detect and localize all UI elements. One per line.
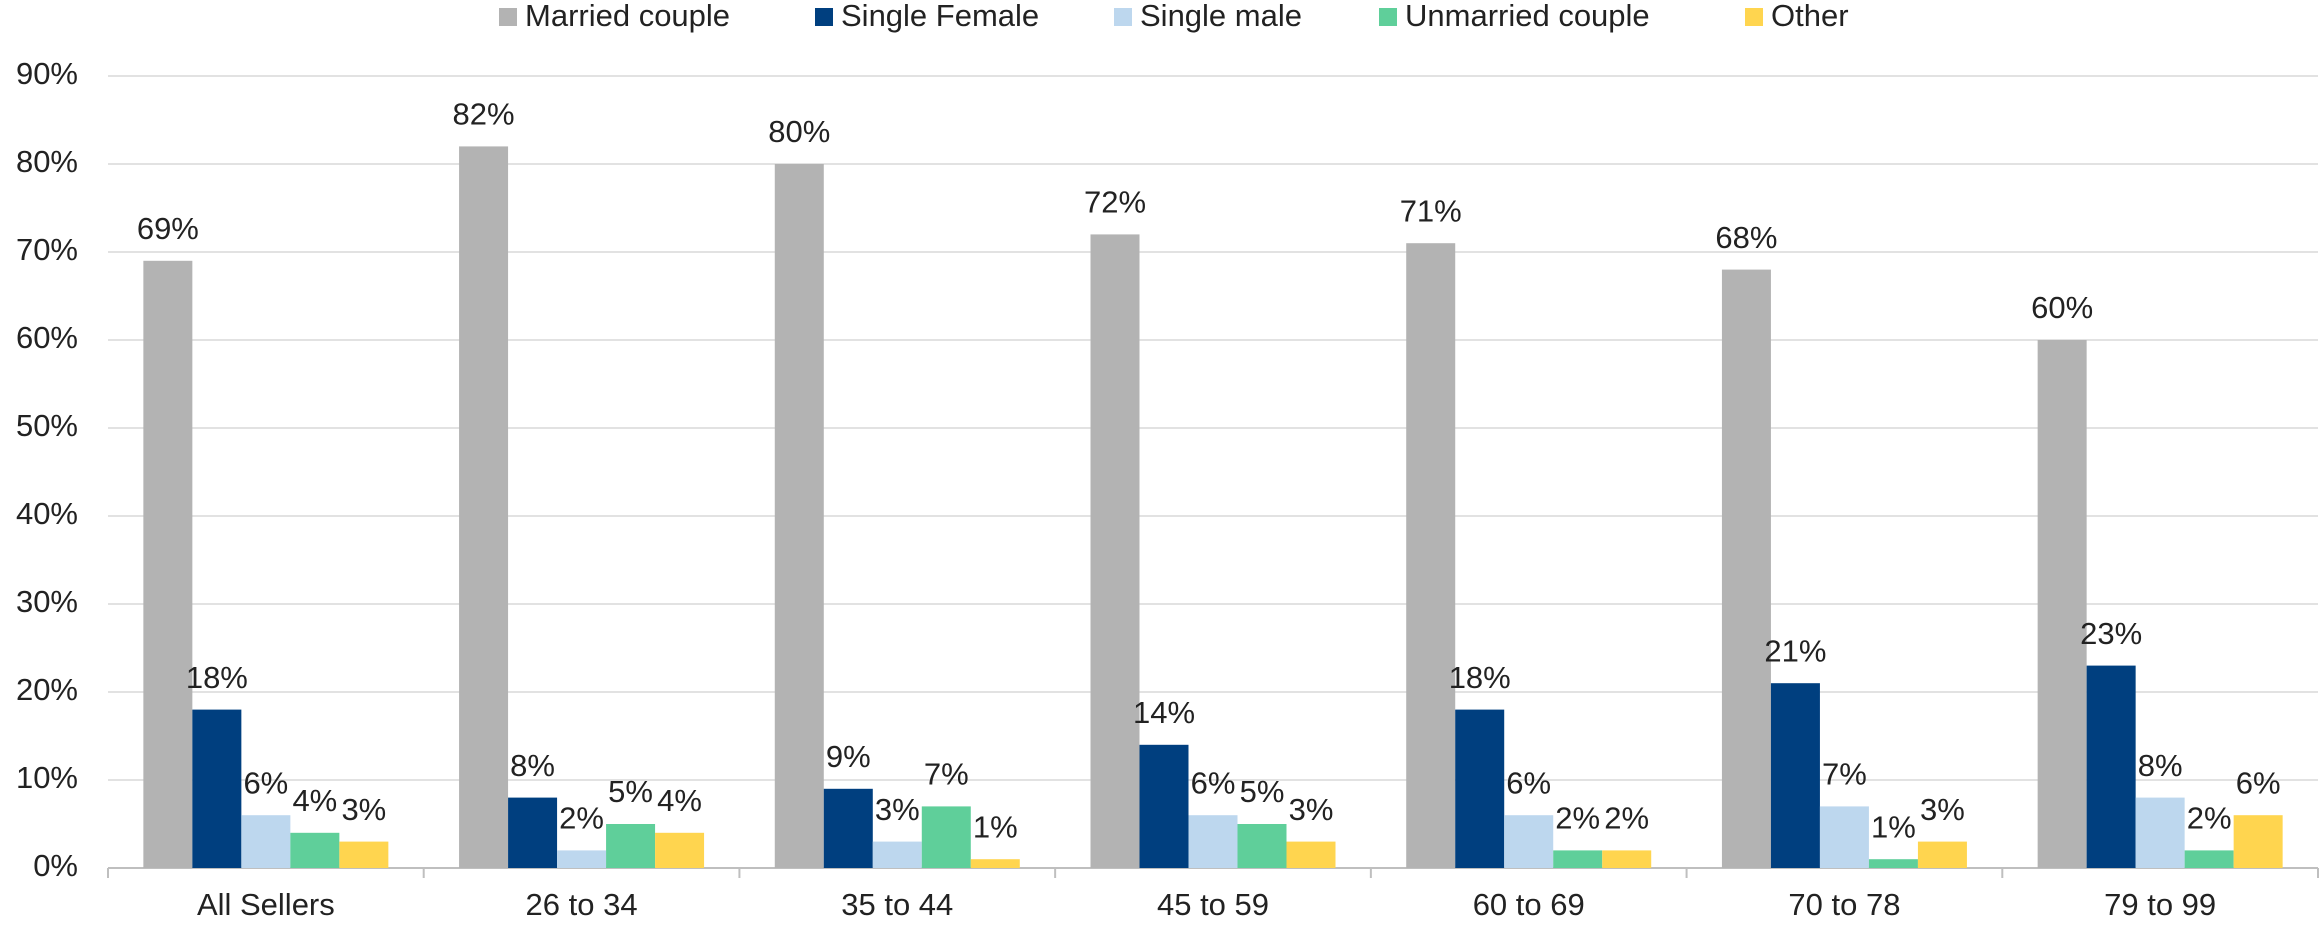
data-label: 80% [768,114,830,149]
data-label: 69% [137,211,199,246]
y-tick-label: 10% [16,760,78,795]
x-tick-label: 35 to 44 [841,887,953,922]
bar [557,850,607,868]
data-label: 82% [453,97,515,132]
bar [339,841,389,868]
data-label: 6% [243,765,288,800]
bar [508,797,558,868]
y-tick-label: 70% [16,232,78,267]
data-label: 5% [1240,774,1285,809]
data-label: 60% [2031,290,2093,325]
x-tick-label: 70 to 78 [1788,887,1900,922]
bar [970,859,1020,868]
bar [823,788,873,868]
data-label: 21% [1764,633,1826,668]
bar [1819,806,1869,868]
legend-label: Single Female [841,0,1039,33]
bar [1455,709,1505,868]
bar [1237,824,1287,868]
y-tick-label: 50% [16,408,78,443]
data-label: 4% [292,783,337,818]
bar [655,832,705,868]
y-tick-label: 20% [16,672,78,707]
legend-label: Single male [1140,0,1302,33]
bar [1868,859,1918,868]
data-label: 23% [2080,616,2142,651]
bar [143,260,193,868]
bar [1286,841,1336,868]
bar [1770,683,1820,868]
bar [290,832,340,868]
bar [2086,665,2136,868]
data-label: 18% [1449,660,1511,695]
x-tick-label: All Sellers [197,887,335,922]
data-label: 7% [924,757,969,792]
data-label: 6% [1191,765,1236,800]
data-label: 71% [1400,193,1462,228]
data-label: 7% [1822,757,1867,792]
bar [192,709,242,868]
bar [2233,815,2283,868]
legend-swatch [1114,8,1132,26]
data-label: 2% [2187,801,2232,836]
data-label: 18% [186,660,248,695]
data-label: 8% [510,748,555,783]
bar [1090,234,1140,868]
bar [459,146,509,868]
legend-swatch [1745,8,1763,26]
y-tick-label: 90% [16,56,78,91]
bar [774,164,824,868]
data-label: 8% [2138,748,2183,783]
data-label: 5% [608,774,653,809]
data-label: 4% [657,783,702,818]
legend-label: Married couple [525,0,730,33]
data-label: 2% [1604,801,1649,836]
bar [1188,815,1238,868]
bar [2184,850,2234,868]
x-tick-label: 26 to 34 [526,887,638,922]
data-label: 14% [1133,695,1195,730]
x-tick-label: 45 to 59 [1157,887,1269,922]
data-label: 1% [973,809,1018,844]
legend-swatch [1379,8,1397,26]
data-label: 9% [826,739,871,774]
bar [2037,340,2087,868]
bar [1504,815,1554,868]
data-label: 72% [1084,185,1146,220]
y-tick-label: 30% [16,584,78,619]
x-tick-label: 79 to 99 [2104,887,2216,922]
y-tick-label: 0% [33,848,78,883]
data-label: 3% [875,792,920,827]
bar [1139,744,1189,868]
data-label: 3% [1920,792,1965,827]
bar [1602,850,1652,868]
x-tick-label: 60 to 69 [1473,887,1585,922]
legend-label: Other [1771,0,1849,33]
bar [1721,269,1771,869]
legend-swatch [499,8,517,26]
bar [241,815,291,868]
data-label: 3% [341,792,386,827]
bar [872,841,922,868]
y-tick-label: 60% [16,320,78,355]
data-label: 2% [559,801,604,836]
data-label: 1% [1871,809,1916,844]
y-tick-label: 80% [16,144,78,179]
bar [1406,243,1456,868]
data-label: 3% [1289,792,1334,827]
bar [2135,797,2185,868]
bar [1553,850,1603,868]
legend-label: Unmarried couple [1405,0,1650,33]
bar [921,806,971,868]
data-label: 68% [1715,220,1777,255]
data-label: 6% [2236,765,2281,800]
legend-swatch [815,8,833,26]
bar [1917,841,1967,868]
y-tick-label: 40% [16,496,78,531]
data-label: 2% [1555,801,1600,836]
data-label: 6% [1506,765,1551,800]
bar [606,824,656,868]
